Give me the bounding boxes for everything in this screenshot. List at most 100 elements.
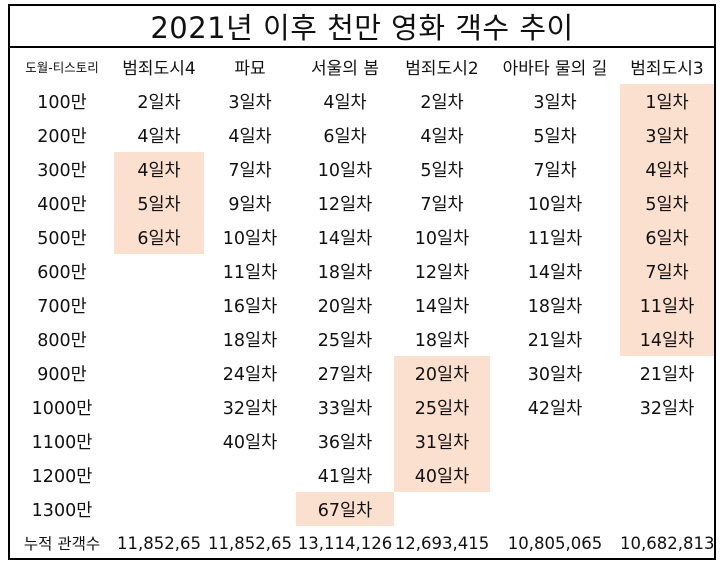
table-cell: 10일차 [414,228,470,249]
table-cell: 33일차 [317,398,373,419]
table-cell: 11일차 [222,262,278,283]
table-cell: 14일차 [620,322,714,356]
row-label: 800만 [37,330,87,351]
row-label: 600만 [37,262,87,283]
table-cell: 3일차 [620,118,714,152]
header-movie: 범죄도시2 [405,58,479,79]
row-label: 1100만 [31,432,93,453]
table-cell [114,424,204,458]
table-cell [204,492,296,526]
table-row: 300만 4일차 7일차 10일차 5일차 7일차 4일차 [10,152,714,186]
table-cell: 42일차 [527,398,583,419]
table-cell: 4일차 [620,152,714,186]
header-movie: 서울의 봄 [311,58,379,79]
table-cell [490,424,620,458]
table-row: 100만 2일차 3일차 4일차 2일차 3일차 1일차 [10,84,714,118]
total-value: 11,852,65 [117,533,201,553]
table-cell: 40일차 [222,432,278,453]
table-title: 2021년 이후 천만 영화 객수 추이 [10,6,714,48]
table-cell: 18일차 [527,296,583,317]
table-cell: 25일차 [394,390,490,424]
table-cell: 3일차 [228,92,272,113]
row-label: 300만 [37,160,87,181]
table-cell: 27일차 [317,364,373,385]
table-cell [620,424,714,458]
header-corner-label: 도월-티스토리 [25,59,99,75]
row-label: 1200만 [31,466,93,487]
row-label: 1300만 [31,500,93,521]
header-movie: 범죄도시4 [122,58,196,79]
table-body: 100만 2일차 3일차 4일차 2일차 3일차 1일차 200만 4일차 4일차 6일차 4일차 5일… [10,84,714,560]
table-cell: 4일차 [114,152,204,186]
table-cell: 2일차 [137,92,181,113]
table-cell: 4일차 [137,126,181,147]
total-value: 13,114,126 [297,533,393,553]
table-cell: 12일차 [414,262,470,283]
header-movie: 아바타 물의 길 [502,58,608,79]
table-cell: 7일차 [620,254,714,288]
table-row: 800만 18일차 25일차 18일차 21일차 14일차 [10,322,714,356]
table-row: 1200만 41일차 40일차 [10,458,714,492]
table-cell: 21일차 [527,330,583,351]
row-label: 900만 [37,364,87,385]
table-cell [114,322,204,356]
table-row: 700만 16일차 20일차 14일차 18일차 11일차 [10,288,714,322]
table-cell [620,492,714,526]
table-row: 1100만 40일차 36일차 31일차 [10,424,714,458]
table-cell [620,458,714,492]
table-cell: 14일차 [527,262,583,283]
table-cell: 5일차 [620,186,714,220]
row-label: 200만 [37,126,87,147]
row-label: 500만 [37,228,87,249]
table-cell [490,492,620,526]
table-cell: 20일차 [394,356,490,390]
table-cell: 6일차 [114,220,204,254]
table-cell: 7일차 [420,194,464,215]
row-label: 400만 [37,194,87,215]
table-cell: 4일차 [228,126,272,147]
table-row: 1000만 32일차 33일차 25일차 42일차 32일차 [10,390,714,424]
row-label: 700만 [37,296,87,317]
table-cell: 18일차 [222,330,278,351]
table-cell: 5일차 [533,126,577,147]
table-cell [114,458,204,492]
table-cell: 3일차 [533,92,577,113]
table-cell [114,254,204,288]
table-cell: 11일차 [620,288,714,322]
table-cell [204,458,296,492]
table-cell [114,356,204,390]
table-cell: 1일차 [620,84,714,118]
table-cell: 20일차 [317,296,373,317]
table-row: 1300만 67일차 [10,492,714,526]
table-cell: 14일차 [317,228,373,249]
total-label: 누적 관객수 [23,535,101,553]
table-cell: 24일차 [222,364,278,385]
table-cell: 31일차 [394,424,490,458]
table-cell: 4일차 [323,92,367,113]
box-office-milestone-table: 도월-티스토리 범죄도시4 파묘 서울의 봄 범죄도시2 아바타 물의 길 범죄… [10,48,714,560]
table-cell: 11일차 [527,228,583,249]
table-cell [394,492,490,526]
table-cell: 7일차 [228,160,272,181]
table-cell: 30일차 [527,364,583,385]
row-label: 1000만 [31,398,93,419]
table-cell: 40일차 [394,458,490,492]
total-value: 12,693,415 [394,533,490,553]
table-cell: 5일차 [420,160,464,181]
table-cell: 18일차 [317,262,373,283]
table-cell: 10일차 [222,228,278,249]
total-value: 10,805,065 [507,533,603,553]
table-cell: 7일차 [533,160,577,181]
header-row: 도월-티스토리 범죄도시4 파묘 서울의 봄 범죄도시2 아바타 물의 길 범죄… [10,48,714,84]
table-cell: 5일차 [114,186,204,220]
stats-table-frame: 2021년 이후 천만 영화 객수 추이 도월-티스토리 범죄도시4 파묘 서울… [8,4,716,560]
table-cell: 67일차 [296,492,394,526]
table-cell: 16일차 [222,296,278,317]
header-movie: 범죄도시3 [630,58,704,79]
table-cell: 18일차 [414,330,470,351]
table-row: 600만 11일차 18일차 12일차 14일차 7일차 [10,254,714,288]
table-cell: 36일차 [317,432,373,453]
header-movie: 파묘 [234,58,266,79]
table-cell: 25일차 [317,330,373,351]
table-cell: 6일차 [620,220,714,254]
